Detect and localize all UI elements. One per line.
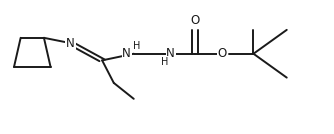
Text: H: H xyxy=(161,57,169,67)
Text: N: N xyxy=(122,47,131,60)
Text: H: H xyxy=(133,41,140,51)
Text: O: O xyxy=(191,14,200,27)
Text: N: N xyxy=(166,47,175,60)
Text: O: O xyxy=(217,47,226,60)
Text: N: N xyxy=(66,37,75,50)
